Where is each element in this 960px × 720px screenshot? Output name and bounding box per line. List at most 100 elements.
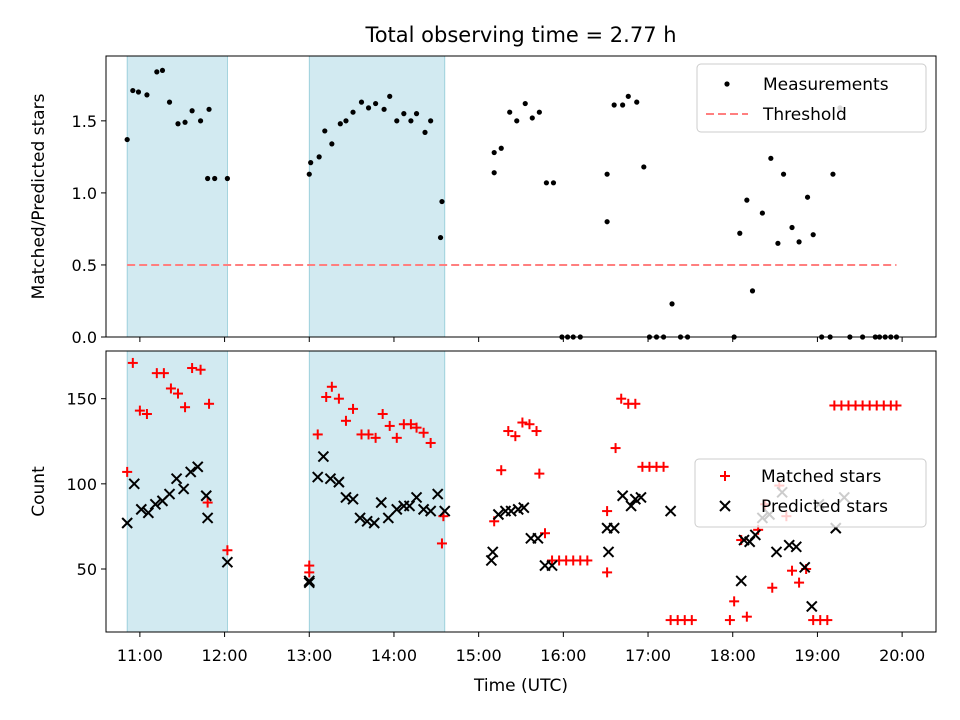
y-tick-label: 0.5 (72, 256, 97, 275)
measurement-point (604, 171, 610, 177)
measurement-point (611, 102, 617, 108)
measurement-point (197, 118, 204, 124)
predicted-stars-point (382, 512, 395, 524)
x-tick-label: 18:00 (710, 646, 756, 665)
predicted-stars-point (799, 561, 811, 573)
axes-frame (105, 55, 937, 338)
measurement-point (381, 106, 387, 112)
measurement-point (306, 171, 312, 177)
measurement-point (529, 115, 535, 121)
measurement-point (498, 145, 504, 151)
predicted-stars-point (200, 490, 212, 502)
matched-stars-point (891, 400, 902, 411)
x-tick-label: 13:00 (286, 646, 332, 665)
matched-stars-point (122, 466, 133, 477)
predicted-stars-point (790, 541, 802, 553)
matched-stars-point (534, 468, 545, 479)
measurement-point (759, 210, 765, 216)
matched-stars-point (724, 615, 735, 626)
matched-stars-point (180, 402, 191, 413)
predicted-stars-point (532, 532, 544, 545)
measurement-point (491, 170, 497, 176)
measurement-point (308, 160, 314, 166)
matched-stars-point (616, 393, 627, 404)
measurement-point (175, 121, 181, 127)
measurement-point (124, 136, 130, 143)
measurement-point (343, 118, 349, 124)
measurement-point (749, 288, 756, 294)
measurement-point (166, 99, 173, 105)
y-axis-label: Matched/Predicted stars (29, 93, 49, 299)
predicted-stars-point (487, 546, 499, 558)
measurement-point (322, 128, 328, 134)
measurement-point (768, 155, 774, 161)
measurement-point (224, 175, 230, 182)
legend-matched-marker (720, 471, 730, 481)
measurement-point (135, 89, 142, 95)
shaded-interval (308, 55, 446, 338)
predicted-stars-point (142, 507, 155, 519)
matched-stars-point (377, 409, 388, 420)
matched-stars-point (658, 461, 669, 472)
matched-stars-point (384, 420, 395, 431)
matched-stars-point (436, 538, 447, 549)
measurement-point (159, 67, 166, 74)
measurement-point (543, 180, 550, 186)
matched-stars-point (822, 615, 833, 626)
matched-stars-point (312, 429, 323, 440)
predicted-stars-point (749, 529, 762, 541)
predicted-stars-point (354, 512, 366, 524)
predicted-stars-point (783, 539, 795, 551)
matched-stars-point (741, 611, 752, 622)
measurement-point (514, 118, 520, 124)
predicted-stars-point (410, 491, 423, 504)
measurement-point (130, 87, 136, 94)
measurement-point (144, 92, 150, 98)
predicted-stars-point (333, 476, 345, 488)
predicted-stars-point (303, 576, 315, 589)
matched-stars-point (222, 545, 233, 556)
x-tick-label: 16:00 (540, 646, 586, 665)
predicted-stars-point (439, 505, 451, 517)
legend-label: Predicted stars (761, 497, 888, 517)
matched-stars-point (503, 426, 514, 437)
matched-stars-point (767, 582, 778, 593)
matched-stars-point (202, 497, 213, 508)
predicted-stars-point (635, 491, 647, 504)
measurement-point (408, 118, 414, 124)
measurement-point (669, 301, 675, 307)
matched-stars-point (539, 528, 550, 539)
matched-stars-point (794, 577, 805, 588)
predicted-stars-point (518, 501, 530, 514)
matched-stars-point (510, 431, 521, 442)
y-tick-label: 50 (77, 560, 97, 579)
predicted-stars-point (424, 505, 437, 517)
predicted-stars-point (221, 556, 234, 568)
measurement-point (522, 100, 528, 107)
predicted-stars-point (403, 500, 416, 512)
matched-stars-point (304, 567, 315, 578)
y-tick-label: 1.0 (72, 184, 97, 203)
measurement-point (830, 171, 836, 177)
matched-stars-point (370, 432, 381, 443)
predicted-stars-point (608, 522, 620, 534)
matched-stars-point (134, 405, 145, 416)
predicted-stars-point (192, 461, 204, 473)
matched-stars-point (582, 555, 593, 566)
x-tick-label: 12:00 (202, 646, 248, 665)
y-tick-label: 150 (66, 390, 97, 409)
x-tick-label: 17:00 (625, 646, 671, 665)
legend-label: Measurements (763, 75, 889, 95)
y-tick-label: 100 (66, 475, 97, 494)
count-panel: 50 100 150 11:00 12:00 13:00 14:00 15:00 16:00 17… (29, 350, 937, 665)
measurement-point (387, 93, 393, 99)
matched-stars-point (729, 596, 740, 607)
predicted-stars-point (317, 450, 330, 463)
measurement-point (206, 106, 212, 112)
predicted-stars-point (347, 493, 359, 505)
predicted-stars-point (735, 575, 747, 587)
predicted-stars-point (492, 508, 505, 521)
matched-stars-point (686, 615, 697, 626)
matched-stars-point (517, 417, 528, 428)
